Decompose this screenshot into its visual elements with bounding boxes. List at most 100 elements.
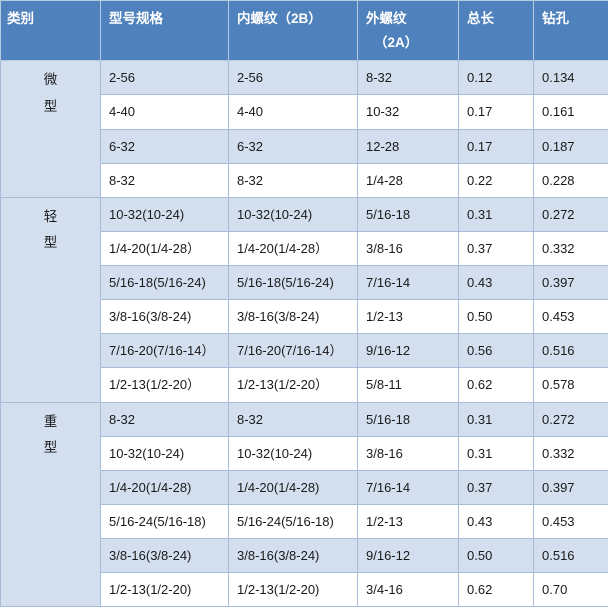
header-model-spec: 型号规格 [101, 1, 229, 61]
cell-drill-hole: 0.332 [534, 231, 608, 265]
header-row: 类别 型号规格 内螺纹（2B） 外螺纹 （2A） 总长 钻孔 [1, 1, 608, 61]
cell-external-thread: 3/8-16 [358, 436, 459, 470]
header-external-thread: 外螺纹 （2A） [358, 1, 459, 61]
cell-external-thread: 7/16-14 [358, 470, 459, 504]
category-label: 型 [42, 230, 58, 256]
cell-external-thread: 3/4-16 [358, 573, 459, 607]
cell-internal-thread: 8-32 [229, 402, 358, 436]
category-label: 轻 [42, 204, 58, 230]
cell-internal-thread: 3/8-16(3/8-24) [229, 300, 358, 334]
cell-external-thread: 5/16-18 [358, 197, 459, 231]
cell-total-length: 0.37 [459, 470, 534, 504]
cell-drill-hole: 0.272 [534, 402, 608, 436]
header-external-thread-label-line2: （2A） [366, 31, 451, 55]
header-internal-thread: 内螺纹（2B） [229, 1, 358, 61]
cell-internal-thread: 6-32 [229, 129, 358, 163]
cell-drill-hole: 0.272 [534, 197, 608, 231]
cell-drill-hole: 0.332 [534, 436, 608, 470]
cell-total-length: 0.43 [459, 266, 534, 300]
cell-model-spec: 10-32(10-24) [101, 197, 229, 231]
cell-external-thread: 1/2-13 [358, 504, 459, 538]
category-cell: 重型 [1, 402, 101, 607]
cell-external-thread: 12-28 [358, 129, 459, 163]
cell-internal-thread: 7/16-20(7/16-14） [229, 334, 358, 368]
header-total-length-label: 总长 [467, 11, 494, 26]
cell-model-spec: 5/16-24(5/16-18) [101, 504, 229, 538]
cell-model-spec: 8-32 [101, 402, 229, 436]
cell-external-thread: 5/16-18 [358, 402, 459, 436]
cell-drill-hole: 0.187 [534, 129, 608, 163]
cell-total-length: 0.43 [459, 504, 534, 538]
cell-total-length: 0.50 [459, 300, 534, 334]
cell-total-length: 0.31 [459, 402, 534, 436]
cell-internal-thread: 5/16-24(5/16-18) [229, 504, 358, 538]
cell-total-length: 0.50 [459, 539, 534, 573]
category-label: 重 [42, 409, 58, 435]
cell-total-length: 0.56 [459, 334, 534, 368]
cell-external-thread: 1/2-13 [358, 300, 459, 334]
cell-model-spec: 4-40 [101, 95, 229, 129]
cell-model-spec: 2-56 [101, 61, 229, 95]
cell-external-thread: 10-32 [358, 95, 459, 129]
cell-external-thread: 5/8-11 [358, 368, 459, 402]
cell-external-thread: 8-32 [358, 61, 459, 95]
cell-internal-thread: 1/2-13(1/2-20） [229, 368, 358, 402]
cell-model-spec: 1/2-13(1/2-20） [101, 368, 229, 402]
cell-model-spec: 1/4-20(1/4-28) [101, 470, 229, 504]
table-header: 类别 型号规格 内螺纹（2B） 外螺纹 （2A） 总长 钻孔 [1, 1, 608, 61]
cell-model-spec: 3/8-16(3/8-24) [101, 539, 229, 573]
cell-external-thread: 9/16-12 [358, 539, 459, 573]
header-drill-hole: 钻孔 [534, 1, 608, 61]
category-label: 型 [42, 435, 58, 461]
cell-drill-hole: 0.161 [534, 95, 608, 129]
cell-internal-thread: 1/2-13(1/2-20) [229, 573, 358, 607]
cell-total-length: 0.17 [459, 129, 534, 163]
header-category: 类别 [1, 1, 101, 61]
cell-drill-hole: 0.70 [534, 573, 608, 607]
header-internal-thread-label: 内螺纹（2B） [237, 11, 322, 26]
cell-total-length: 0.12 [459, 61, 534, 95]
header-category-label: 类别 [7, 11, 34, 26]
cell-drill-hole: 0.134 [534, 61, 608, 95]
header-model-spec-label: 型号规格 [109, 11, 163, 26]
cell-external-thread: 7/16-14 [358, 266, 459, 300]
cell-internal-thread: 1/4-20(1/4-28） [229, 231, 358, 265]
category-cell: 轻型 [1, 197, 101, 402]
cell-internal-thread: 10-32(10-24) [229, 436, 358, 470]
header-external-thread-label: 外螺纹 [366, 11, 407, 26]
cell-drill-hole: 0.516 [534, 334, 608, 368]
cell-total-length: 0.62 [459, 368, 534, 402]
cell-internal-thread: 10-32(10-24) [229, 197, 358, 231]
category-cell: 微型 [1, 61, 101, 198]
cell-model-spec: 1/2-13(1/2-20) [101, 573, 229, 607]
cell-model-spec: 5/16-18(5/16-24) [101, 266, 229, 300]
cell-external-thread: 9/16-12 [358, 334, 459, 368]
cell-drill-hole: 0.453 [534, 300, 608, 334]
header-drill-hole-label: 钻孔 [542, 11, 569, 26]
cell-internal-thread: 8-32 [229, 163, 358, 197]
cell-model-spec: 6-32 [101, 129, 229, 163]
cell-total-length: 0.31 [459, 197, 534, 231]
cell-model-spec: 8-32 [101, 163, 229, 197]
cell-model-spec: 10-32(10-24) [101, 436, 229, 470]
cell-external-thread: 3/8-16 [358, 231, 459, 265]
cell-drill-hole: 0.453 [534, 504, 608, 538]
cell-model-spec: 1/4-20(1/4-28） [101, 231, 229, 265]
cell-model-spec: 7/16-20(7/16-14） [101, 334, 229, 368]
cell-total-length: 0.37 [459, 231, 534, 265]
cell-drill-hole: 0.228 [534, 163, 608, 197]
cell-total-length: 0.22 [459, 163, 534, 197]
cell-drill-hole: 0.397 [534, 266, 608, 300]
cell-drill-hole: 0.516 [534, 539, 608, 573]
header-total-length: 总长 [459, 1, 534, 61]
cell-drill-hole: 0.397 [534, 470, 608, 504]
cell-internal-thread: 5/16-18(5/16-24) [229, 266, 358, 300]
cell-internal-thread: 4-40 [229, 95, 358, 129]
cell-model-spec: 3/8-16(3/8-24) [101, 300, 229, 334]
cell-total-length: 0.62 [459, 573, 534, 607]
cell-drill-hole: 0.578 [534, 368, 608, 402]
